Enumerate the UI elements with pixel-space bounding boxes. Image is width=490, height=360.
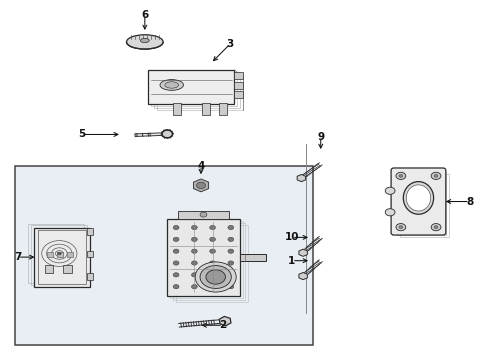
Circle shape [192,249,197,253]
Bar [45,265,53,273]
Circle shape [173,225,179,230]
Bar [31,225,87,284]
Text: 8: 8 [466,197,473,207]
Bar [173,223,245,300]
Circle shape [192,273,197,277]
Text: 6: 6 [141,10,148,20]
Circle shape [210,261,216,265]
Circle shape [57,252,61,255]
Circle shape [210,284,216,289]
Text: 7: 7 [14,252,22,262]
Bar [397,172,446,235]
Ellipse shape [141,39,149,42]
Circle shape [228,284,234,289]
Circle shape [173,261,179,265]
Bar [57,252,63,257]
Bar [400,175,449,237]
Text: 3: 3 [227,39,234,49]
Bar [202,103,210,115]
Text: 4: 4 [197,161,205,171]
Circle shape [192,225,197,230]
Circle shape [228,237,234,242]
Ellipse shape [160,80,183,90]
Bar [176,225,248,302]
Circle shape [228,249,234,253]
Bar [47,252,53,257]
Text: 9: 9 [317,132,324,142]
Ellipse shape [165,82,178,88]
Circle shape [173,273,179,277]
Bar [67,252,73,257]
Bar [87,251,93,257]
Circle shape [200,266,231,288]
FancyBboxPatch shape [391,168,446,235]
Circle shape [200,212,207,217]
Circle shape [192,261,197,265]
Bar [178,211,229,219]
Bar [87,228,93,235]
Bar [172,103,180,115]
Bar [154,74,240,108]
Circle shape [396,172,406,180]
Circle shape [192,237,197,242]
Circle shape [173,284,179,289]
Bar [151,72,237,106]
Circle shape [434,175,438,177]
Circle shape [434,226,438,229]
Bar [170,221,243,298]
Bar [34,228,90,287]
Bar [234,91,243,98]
Text: 2: 2 [220,320,227,330]
Bar [234,82,243,89]
Circle shape [206,270,225,284]
Circle shape [399,226,403,229]
Bar [240,254,267,261]
Circle shape [396,224,406,231]
Bar [87,273,93,279]
Bar [148,70,234,104]
Bar [15,166,314,345]
Bar [28,224,84,283]
Text: 5: 5 [78,130,85,139]
Circle shape [195,262,236,292]
Circle shape [431,224,441,231]
Circle shape [210,225,216,230]
Bar [219,103,227,115]
Circle shape [173,237,179,242]
Ellipse shape [406,185,431,211]
Circle shape [210,237,216,242]
Text: 1: 1 [288,256,295,266]
Circle shape [210,249,216,253]
Circle shape [431,172,441,180]
Ellipse shape [126,35,163,49]
Circle shape [385,209,395,216]
Circle shape [210,273,216,277]
Circle shape [399,175,403,177]
Circle shape [192,284,197,289]
Circle shape [228,273,234,277]
Text: 10: 10 [285,232,299,242]
Ellipse shape [403,181,434,214]
Bar [234,72,243,79]
Bar [63,265,72,273]
Circle shape [228,261,234,265]
Circle shape [173,249,179,253]
Bar [38,230,86,284]
Circle shape [196,182,205,189]
Bar [157,76,243,110]
Circle shape [385,187,395,194]
Circle shape [228,225,234,230]
Bar [167,219,240,296]
